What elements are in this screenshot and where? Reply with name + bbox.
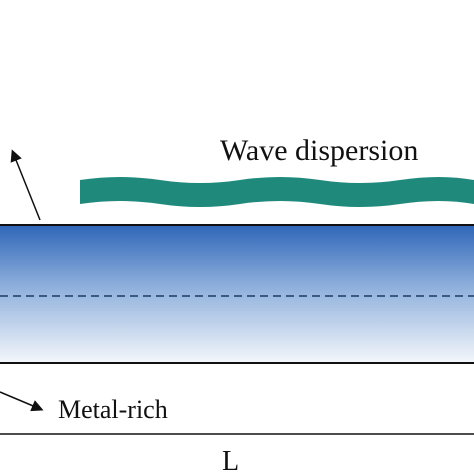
length-label: L — [222, 446, 239, 474]
beam — [0, 224, 474, 364]
arrow — [10, 149, 41, 221]
metal-label: Metal-rich — [58, 395, 168, 424]
wave-band — [80, 177, 474, 207]
arrow — [0, 391, 44, 412]
wave-label: Wave dispersion — [220, 134, 418, 167]
